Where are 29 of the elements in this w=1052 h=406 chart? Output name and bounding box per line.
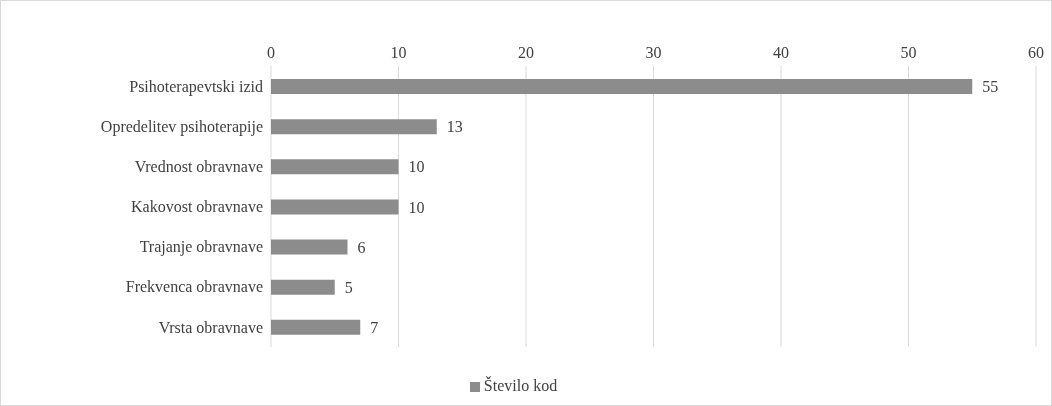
bar [271,79,973,94]
bar [271,279,335,295]
data-label: 5 [344,278,353,296]
data-label: 13 [446,118,463,136]
y-tick-label: Psihoterapevtski izid [129,77,263,96]
x-tick-label: 60 [1028,44,1044,61]
bar [271,119,437,135]
data-label: 6 [357,238,366,256]
data-label: 10 [408,158,425,176]
data-label: 55 [982,78,999,96]
x-tick-label: 10 [390,44,407,61]
y-tick-label: Frekvenca obravnave [125,278,263,296]
y-tick-label: Vrednost obravnave [134,158,263,176]
x-tick-label: 50 [900,44,917,61]
legend-label: Število kod [483,377,558,394]
y-tick-label: Kakovost obravnave [131,198,263,216]
x-tick-label: 30 [645,44,662,61]
bar [271,319,361,335]
y-tick-label: Opredelitev psihoterapije [100,117,263,136]
y-tick-label: Trajanje obravnave [139,238,263,257]
x-tick-label: 0 [267,44,275,61]
y-tick-label: Vrsta obravnave [158,318,263,336]
x-tick-label: 40 [773,44,789,61]
data-label: 7 [370,319,379,337]
bar [271,159,399,175]
data-label: 10 [408,198,425,216]
bar [271,199,399,215]
x-tick-label: 20 [518,44,534,61]
bar [271,239,348,255]
